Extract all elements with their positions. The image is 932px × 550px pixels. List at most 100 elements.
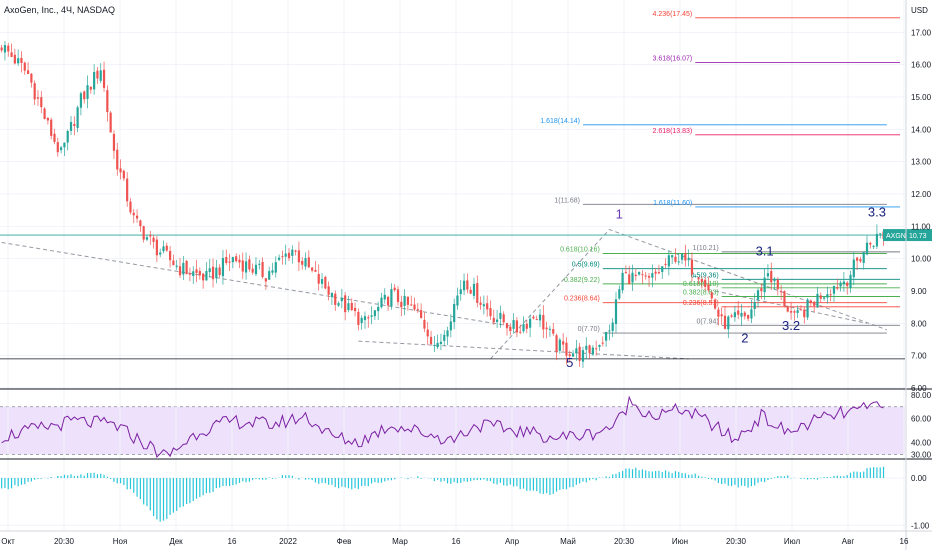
candle[interactable] [713, 298, 717, 310]
candle[interactable] [793, 309, 796, 321]
candle[interactable] [519, 324, 522, 335]
candle[interactable] [542, 305, 545, 339]
candle[interactable] [66, 129, 69, 151]
candle[interactable] [529, 315, 532, 338]
candle[interactable] [499, 305, 502, 328]
candle[interactable] [119, 159, 122, 180]
candle[interactable] [704, 276, 707, 291]
candle[interactable] [799, 305, 803, 311]
candle[interactable] [314, 261, 317, 273]
candle[interactable] [740, 304, 743, 326]
candle[interactable] [449, 313, 452, 338]
candle[interactable] [565, 337, 568, 365]
candle[interactable] [33, 80, 36, 105]
candle[interactable] [446, 326, 449, 346]
candle[interactable] [23, 61, 26, 75]
candle[interactable] [112, 130, 116, 159]
candle[interactable] [116, 143, 119, 176]
candle[interactable] [545, 321, 548, 339]
candle[interactable] [667, 250, 670, 276]
candle[interactable] [796, 305, 799, 319]
candle[interactable] [624, 265, 628, 274]
candle[interactable] [737, 300, 740, 320]
candle[interactable] [228, 253, 231, 271]
candle[interactable] [429, 330, 433, 345]
candle[interactable] [816, 286, 819, 309]
candle[interactable] [601, 336, 604, 347]
candle[interactable] [307, 250, 310, 269]
candle[interactable] [859, 256, 862, 263]
candle[interactable] [377, 301, 380, 320]
candle[interactable] [403, 289, 406, 316]
candle[interactable] [17, 49, 20, 66]
candle[interactable] [254, 257, 258, 277]
candle[interactable] [710, 291, 713, 302]
candle[interactable] [373, 310, 376, 321]
candle[interactable] [169, 245, 172, 268]
candle[interactable] [241, 252, 244, 279]
rsi-line[interactable] [1, 395, 884, 458]
candle[interactable] [76, 105, 79, 133]
candle[interactable] [634, 268, 637, 281]
candle[interactable] [383, 288, 386, 304]
candle[interactable] [142, 225, 145, 243]
candle[interactable] [439, 333, 443, 350]
candle[interactable] [638, 271, 641, 276]
candle[interactable] [363, 311, 367, 329]
candle[interactable] [20, 51, 23, 73]
candle[interactable] [277, 254, 281, 262]
candle[interactable] [370, 306, 373, 325]
candle[interactable] [654, 267, 657, 281]
candle[interactable] [621, 269, 624, 294]
candle[interactable] [126, 172, 129, 207]
candle[interactable] [647, 273, 651, 287]
candle[interactable] [218, 264, 221, 278]
candle[interactable] [7, 42, 10, 57]
candle[interactable] [155, 235, 158, 262]
candle[interactable] [657, 264, 661, 275]
candle[interactable] [3, 40, 7, 61]
candle[interactable] [225, 249, 228, 265]
candle[interactable] [390, 283, 393, 310]
candle[interactable] [776, 277, 779, 296]
candle[interactable] [829, 289, 832, 302]
candle[interactable] [482, 295, 485, 315]
candle[interactable] [139, 219, 142, 232]
candle[interactable] [674, 248, 677, 264]
candle[interactable] [13, 48, 16, 65]
candle[interactable] [159, 248, 162, 258]
candle[interactable] [380, 292, 383, 309]
candle[interactable] [680, 253, 684, 265]
candle[interactable] [687, 249, 690, 267]
candle[interactable] [525, 319, 528, 334]
candle[interactable] [149, 230, 152, 245]
candle[interactable] [641, 270, 644, 284]
candle[interactable] [608, 324, 611, 341]
candle[interactable] [423, 312, 426, 333]
candle[interactable] [598, 344, 601, 351]
candle[interactable] [826, 286, 829, 304]
candle[interactable] [287, 248, 291, 262]
candle[interactable] [717, 307, 720, 326]
candle[interactable] [162, 240, 165, 254]
candle[interactable] [208, 258, 211, 278]
candle[interactable] [723, 306, 727, 330]
candle[interactable] [644, 271, 647, 280]
candle[interactable] [628, 265, 631, 285]
candle[interactable] [258, 260, 261, 270]
candle[interactable] [182, 256, 185, 281]
candle[interactable] [813, 300, 816, 313]
candle[interactable] [248, 255, 251, 272]
candle[interactable] [803, 306, 806, 324]
candle[interactable] [145, 234, 149, 242]
candle[interactable] [347, 295, 350, 313]
candle[interactable] [413, 297, 416, 312]
candle[interactable] [733, 305, 736, 322]
candle[interactable] [63, 142, 66, 157]
candle[interactable] [472, 277, 476, 300]
candle[interactable] [879, 233, 882, 239]
candle[interactable] [509, 323, 512, 336]
candle[interactable] [178, 257, 182, 278]
candle[interactable] [386, 295, 390, 312]
candle[interactable] [571, 350, 575, 358]
